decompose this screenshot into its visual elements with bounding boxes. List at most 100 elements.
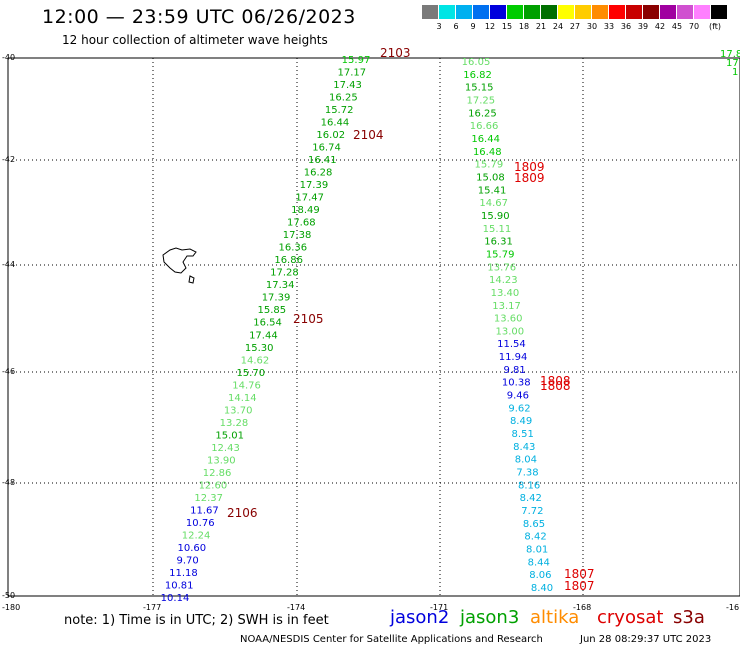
swh-value: 10.14 [161,593,190,604]
legend-label: 39 [637,22,649,31]
lat-tick-label: -40 [2,53,16,62]
legend-label: 27 [569,22,581,31]
time-label: 1808 [540,374,571,388]
time-label: 1807 [564,567,595,581]
time-label: 2105 [293,312,324,326]
legend-label: 33 [603,22,615,31]
swh-value: 14.67 [479,198,508,209]
swh-value: 16.02 [316,130,345,141]
swh-value: 8.42 [524,532,546,543]
swh-value: 17.38 [283,230,312,241]
swh-value: 17.8 [720,49,740,60]
legend-label: 45 [671,22,683,31]
lat-tick-label: -44 [2,260,16,269]
satellite-cryosat: cryosat [597,607,664,628]
swh-value: 15.79 [486,249,515,260]
swh-value: 17.44 [249,330,278,341]
lat-tick-label: -48 [2,478,16,487]
legend-swatch [626,5,642,19]
swh-value: 7.38 [516,468,538,479]
swh-value: 12.43 [211,443,240,454]
swh-value: 17.68 [287,218,316,229]
legend-swatch [711,5,727,19]
islet-outline [188,275,195,284]
swh-value: 17.17 [337,68,366,79]
swh-value: 16.86 [274,255,303,266]
swh-value: 13.76 [487,262,516,273]
swh-value: 15.85 [257,305,286,316]
legend-swatch [456,5,472,19]
swh-value: 13.90 [207,455,236,466]
swh-value: 17 [726,58,739,69]
swh-value: 15.41 [478,185,507,196]
legend-swatch [677,5,693,19]
swh-value: 15.97 [342,55,371,66]
swh-value: 16.25 [329,93,358,104]
time-label: 1808 [540,379,571,393]
lon-tick-label: -171 [430,603,449,612]
legend-swatch [660,5,676,19]
legend-swatch [524,5,540,19]
lon-tick-label: -177 [143,603,162,612]
swh-value: 12.86 [203,468,232,479]
swh-value: 8.16 [518,480,540,491]
swh-value: 16.36 [279,243,308,254]
time-label: 2103 [380,46,411,60]
swh-value: 15.30 [245,343,274,354]
time-label: 1809 [514,160,545,174]
lon-tick-label: -16 [726,603,740,612]
plot-frame [7,57,740,597]
swh-value: 15.70 [236,368,265,379]
swh-value: 10.38 [502,378,531,389]
swh-value: 17.39 [262,293,291,304]
swh-value: 15.15 [465,83,494,94]
lat-tick-label: -42 [2,155,16,164]
legend-swatch [558,5,574,19]
legend-swatch [490,5,506,19]
legend-label: 9 [470,22,476,31]
legend-unit: (ft) [708,22,722,31]
swh-value: 7.72 [521,506,543,517]
swh-value: 8.49 [510,416,532,427]
legend-swatch [541,5,557,19]
credit-text: NOAA/NESDIS Center for Satellite Applica… [240,634,543,645]
swh-value: 14.62 [241,355,270,366]
swh-value: 10.81 [165,580,194,591]
legend-label: 42 [654,22,666,31]
lat-tick-label: -46 [2,367,16,376]
time-label: 1807 [564,579,595,593]
swh-value: 11.18 [169,568,198,579]
legend-swatch [473,5,489,19]
swh-value: 17.34 [266,280,295,291]
timestamp-text: Jun 28 08:29:37 UTC 2023 [580,634,712,645]
swh-value: 13.70 [224,405,253,416]
swh-value: 9.62 [508,403,530,414]
satellite-jason2: jason2 [390,607,450,628]
page-subtitle: 12 hour collection of altimeter wave hei… [62,33,328,47]
swh-value: 15.11 [483,224,512,235]
swh-value: 10.76 [186,518,215,529]
swh-value: 13.17 [492,301,521,312]
swh-value: 12.37 [194,493,223,504]
swh-value: 16.25 [468,108,497,119]
swh-value: 16.48 [473,147,502,158]
legend-label: 15 [501,22,513,31]
swh-value: 14.14 [228,393,257,404]
swh-value: 17.28 [270,268,299,279]
swh-value: 11.67 [190,505,219,516]
swh-value: 8.04 [515,455,537,466]
swh-value: 16.31 [484,237,513,248]
swh-value: 15.90 [481,211,510,222]
swh-value: 9.46 [507,391,529,402]
swh-value: 15.08 [476,172,505,183]
legend-swatch [609,5,625,19]
legend-label: 21 [535,22,547,31]
legend-swatch [592,5,608,19]
swh-value: 13.28 [220,418,249,429]
swh-value: 8.40 [531,583,553,594]
swh-value: 1 [732,67,738,78]
swh-value: 8.42 [520,493,542,504]
legend-label: 3 [436,22,442,31]
swh-value: 15.01 [215,430,244,441]
